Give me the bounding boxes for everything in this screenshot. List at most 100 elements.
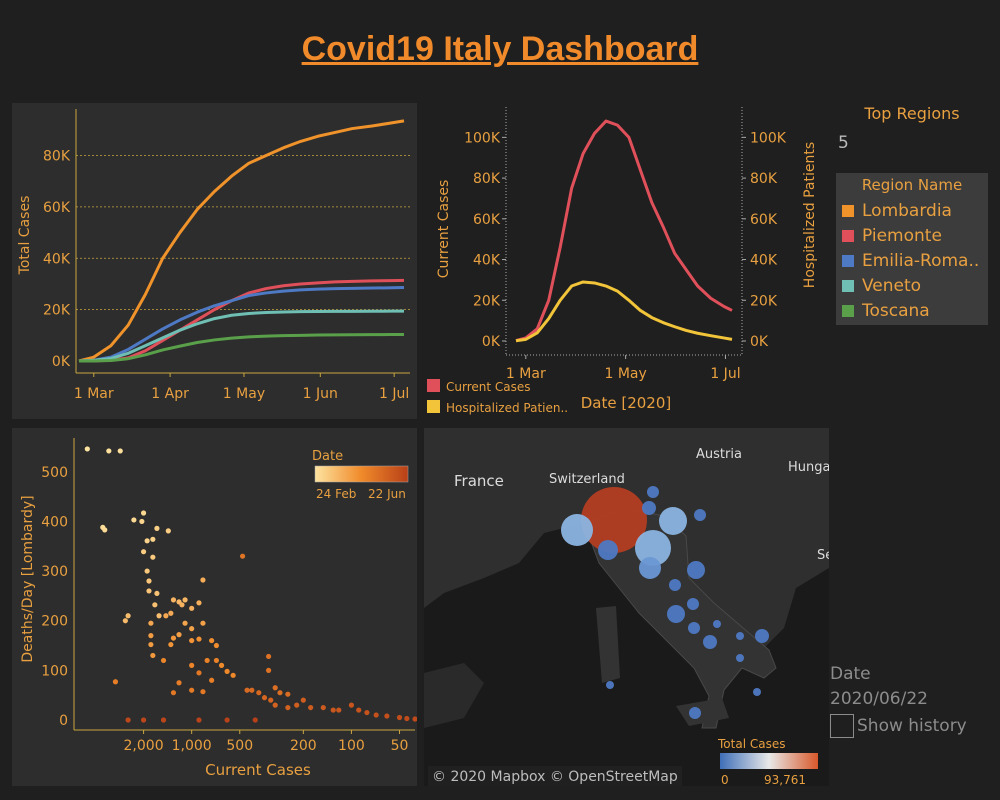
region-bubble	[606, 681, 614, 689]
x-axis-title: Current Cases	[205, 761, 311, 779]
date-legend-max: 22 Jun	[368, 487, 406, 501]
y-tick-label: 40K	[473, 253, 501, 269]
region-legend-item[interactable]: Toscana	[836, 298, 988, 323]
scatter-point	[182, 597, 188, 603]
region-bubble	[736, 632, 744, 640]
legend-swatch	[842, 304, 854, 317]
scatter-point	[140, 549, 147, 555]
scatter-point	[330, 707, 336, 713]
x-axis-title: Date [2020]	[581, 394, 672, 412]
top-regions-title: Top Regions	[864, 104, 960, 123]
top-regions-value[interactable]: 5	[838, 133, 849, 153]
legend-label: Lombardia	[862, 200, 952, 221]
scatter-point	[170, 690, 177, 696]
scatter-point	[224, 717, 230, 723]
scatter-point	[373, 712, 379, 718]
scatter-point	[189, 626, 195, 632]
scatter-point	[102, 527, 108, 533]
region-bubble	[755, 629, 769, 643]
legend-label: Emilia-Roma..	[862, 250, 980, 271]
dashboard-title: Covid19 Italy Dashboard	[301, 30, 699, 68]
scatter-point	[189, 605, 195, 611]
scatter-point	[412, 716, 418, 722]
map-panel[interactable]: France Switzerland Austria Hunga Se Total Cas…	[424, 428, 829, 786]
y-tick-label: 100	[41, 663, 68, 679]
scatter-point	[252, 717, 258, 723]
scatter-point	[396, 714, 403, 721]
x-tick-label: 1 Mar	[74, 386, 114, 402]
scatter-point	[131, 517, 137, 523]
scatter-point	[265, 667, 272, 673]
scatter-point	[320, 704, 326, 711]
date-value[interactable]: 2020/06/22	[830, 689, 928, 709]
legend-swatch	[427, 379, 440, 392]
region-bubble	[561, 514, 593, 546]
italy-map[interactable]: France Switzerland Austria Hunga Se Total Cas…	[424, 428, 829, 786]
y-tick-label: 0	[59, 713, 68, 729]
scatter-point	[154, 590, 160, 597]
scatter-point	[106, 448, 112, 454]
scatter-point	[249, 687, 255, 693]
date-legend-title: Date	[312, 449, 343, 464]
scatter-point	[112, 679, 119, 685]
legend-swatch	[842, 229, 854, 242]
y-tick-label: 60K	[43, 200, 71, 216]
scatter-point	[148, 620, 154, 626]
scatter-point	[148, 641, 154, 648]
x-tick-label: 1 Jul	[379, 386, 409, 402]
x-tick-label: 1 Jun	[303, 386, 338, 402]
show-history-label[interactable]: Show history	[857, 716, 967, 736]
region-legend-item[interactable]: Piemonte	[836, 223, 988, 248]
x-tick-label: 1 May	[223, 386, 265, 402]
map-place-label: France	[454, 472, 504, 490]
scatter-point	[84, 446, 90, 452]
region-legend-item[interactable]: Veneto	[836, 273, 988, 298]
scatter-point	[146, 578, 152, 584]
scatter-point	[336, 707, 342, 713]
scatter-point	[125, 717, 131, 723]
y-tick-label: 0K	[52, 354, 71, 370]
map-place-label: Hunga	[788, 460, 829, 475]
region-legend-item[interactable]: Lombardia	[836, 198, 988, 223]
attribution-bg	[428, 766, 682, 786]
y-tick-label: 500	[41, 465, 68, 481]
scatter-point	[156, 613, 162, 619]
legend-swatch	[842, 254, 854, 267]
legend-label: Current Cases	[446, 380, 531, 394]
scatter-point	[176, 632, 182, 638]
total-cases-chart: 0K 20K 40K 60K 80K 1 Mar 1 Apr 1 May 1 Jun 1 Jul T…	[17, 109, 410, 402]
scatter-point	[364, 709, 370, 716]
scatter-point	[170, 635, 177, 641]
scatter-point	[209, 677, 215, 683]
map-place-label: Austria	[696, 447, 742, 462]
scatter-point	[265, 653, 272, 660]
scatter-point	[272, 685, 278, 691]
scatter-point	[122, 618, 128, 624]
y-tick-label: 80K	[473, 171, 501, 187]
region-legend: Region Name Lombardia Piemonte Emilia-Roma…	[836, 173, 988, 325]
y-tick-label: 0K	[482, 334, 501, 350]
region-bubble	[687, 598, 699, 610]
y-tick-label-right: 40K	[750, 253, 778, 269]
scatter-point	[348, 702, 355, 708]
scatter-point	[285, 691, 291, 697]
scatter-point	[150, 536, 156, 542]
scatter-point	[200, 689, 206, 695]
map-legend-bar	[720, 753, 818, 769]
y-axis-title: Deaths/Day [Lombardy]	[20, 495, 36, 662]
show-history-checkbox[interactable]	[830, 714, 854, 738]
scatter-point	[163, 613, 169, 619]
scatter-point	[196, 717, 202, 723]
scatter-point	[213, 657, 220, 664]
y-tick-label-right: 100K	[750, 130, 787, 146]
scatter-point	[160, 657, 167, 664]
scatter-point	[189, 637, 195, 644]
region-legend-title: Region Name	[861, 176, 963, 194]
scatter-point	[308, 704, 314, 711]
deaths-scatter-chart: 0 100 200 300 400 500 2,000 1,000 500 200 100 50 Dea…	[20, 438, 418, 779]
scatter-point	[256, 690, 262, 696]
map-place-label: Switzerland	[549, 472, 625, 487]
region-legend-item[interactable]: Emilia-Roma..	[836, 248, 988, 273]
scatter-point	[150, 554, 156, 560]
region-bubble	[642, 501, 656, 515]
